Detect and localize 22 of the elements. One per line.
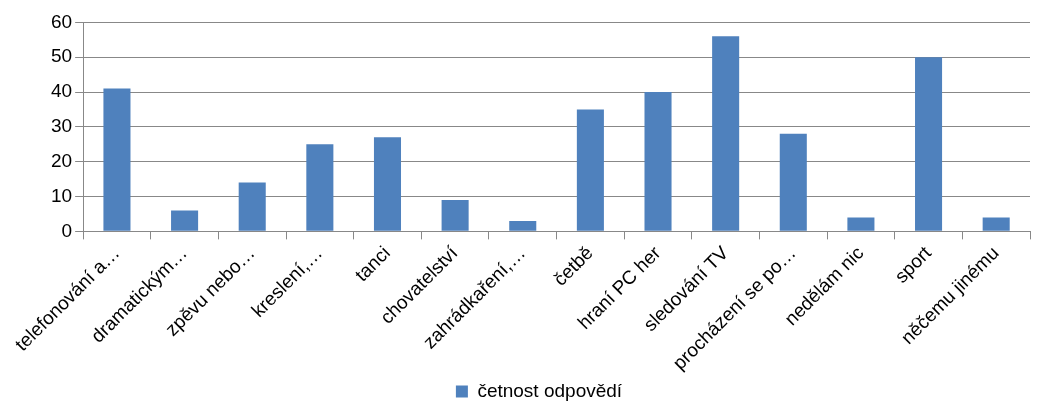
y-tick-label: 60 [50, 10, 73, 32]
y-tick-label: 10 [50, 184, 73, 206]
bar [712, 36, 740, 231]
bar [306, 144, 334, 231]
y-tick-label: 40 [50, 80, 73, 102]
bar [779, 133, 807, 231]
y-tick-label: 20 [50, 149, 73, 171]
bar [509, 220, 537, 231]
bar [644, 92, 672, 231]
bar [441, 200, 469, 231]
bar [103, 88, 131, 231]
bar [576, 109, 604, 231]
y-tick-label: 50 [50, 45, 73, 67]
legend-label: četnost odpovědí [477, 379, 623, 401]
bar [915, 57, 943, 231]
bar [171, 210, 199, 231]
bar [373, 137, 402, 231]
bar [238, 182, 266, 231]
y-tick-label: 30 [50, 115, 73, 137]
bar [847, 217, 875, 231]
y-tick-label: 0 [61, 219, 73, 241]
bar [982, 217, 1010, 231]
